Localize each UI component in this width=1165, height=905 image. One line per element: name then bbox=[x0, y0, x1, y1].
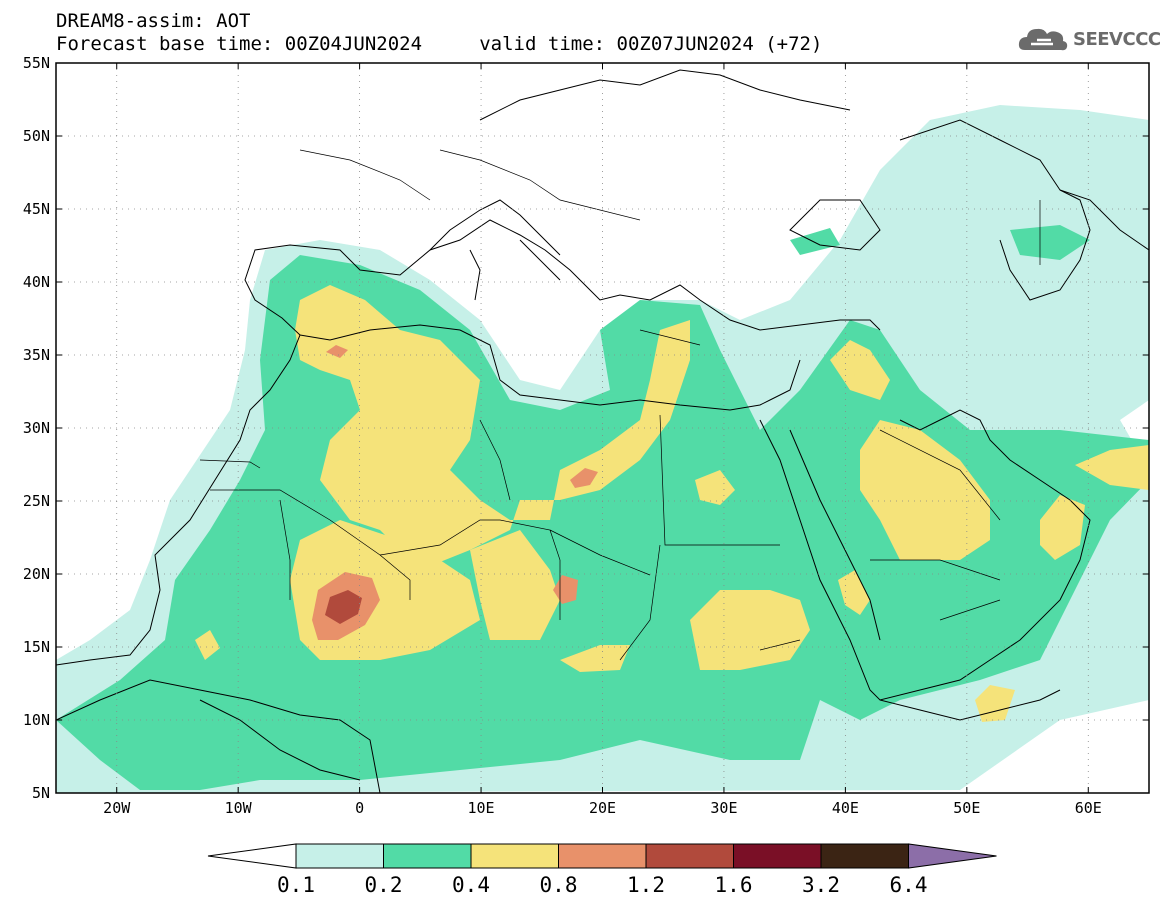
colorbar-label: 1.6 bbox=[715, 873, 753, 897]
country-borders bbox=[199, 149, 1041, 661]
lat-label: 35N bbox=[23, 346, 50, 364]
colorbar-over-arrow bbox=[908, 843, 997, 869]
colorbar-bin bbox=[820, 843, 909, 869]
colorbar-label: 6.4 bbox=[890, 873, 928, 897]
colorbar-label: 0.1 bbox=[277, 873, 315, 897]
lon-label: 30E bbox=[710, 799, 737, 817]
lat-label: 55N bbox=[23, 54, 50, 72]
aot-band-0.4-horn bbox=[975, 685, 1015, 722]
aot-band-0.1-caspian bbox=[1000, 160, 1149, 290]
lon-label: 10W bbox=[225, 799, 253, 817]
colorbar-label: 1.2 bbox=[627, 873, 665, 897]
aot-band-0.4-egypt bbox=[695, 470, 735, 505]
map-grid bbox=[56, 63, 1149, 793]
colorbar: 0.1 0.2 0.4 0.8 1.2 1.6 3.2 6.4 bbox=[207, 843, 997, 897]
aot-band-0.4-gulf-east bbox=[1075, 445, 1149, 490]
lat-label: 25N bbox=[23, 492, 50, 510]
aot-band-0.4-west bbox=[295, 285, 690, 570]
aot-band-0.2-caucasus bbox=[790, 225, 1090, 260]
forecast-time-subtitle: Forecast base time: 00Z04JUN2024 valid t… bbox=[56, 33, 823, 55]
colorbar-bin bbox=[645, 843, 734, 869]
colorbar-bin bbox=[470, 843, 559, 869]
logo-text: SEEVCCC bbox=[1073, 28, 1161, 50]
longitude-labels: 20W 10W 0 10E 20E 30E 40E 50E 60E bbox=[103, 799, 1102, 817]
lon-label: 0 bbox=[355, 799, 364, 817]
lon-label: 10E bbox=[468, 799, 495, 817]
lat-label: 20N bbox=[23, 565, 50, 583]
aot-band-0.4-iraq bbox=[830, 340, 890, 400]
lon-label: 20E bbox=[589, 799, 616, 817]
aot-band-0.4-oman bbox=[1040, 495, 1085, 560]
aot-band-0.8-algeria bbox=[326, 345, 348, 358]
lat-label: 15N bbox=[23, 638, 50, 656]
colorbar-label: 0.2 bbox=[365, 873, 403, 897]
lon-label: 40E bbox=[832, 799, 859, 817]
colorbar-label: 0.8 bbox=[540, 873, 578, 897]
lon-label: 20W bbox=[103, 799, 131, 817]
map-title: DREAM8-assim: AOT bbox=[56, 10, 251, 32]
aot-band-0.4-sudan bbox=[690, 590, 810, 670]
lat-label: 45N bbox=[23, 200, 50, 218]
aot-band-0.4-arabia bbox=[860, 420, 990, 560]
colorbar-under-arrow bbox=[207, 843, 297, 869]
aot-field bbox=[56, 105, 1149, 793]
latitude-labels: 55N 50N 45N 40N 35N 30N 25N 20N 15N 10N 5N bbox=[23, 54, 50, 802]
lon-label: 50E bbox=[953, 799, 980, 817]
lat-label: 10N bbox=[23, 711, 50, 729]
aot-band-0.8-libya bbox=[570, 468, 598, 488]
tick-marks bbox=[56, 62, 1149, 794]
aot-band-0.4-guinea bbox=[195, 630, 220, 660]
seevccc-logo: SEEVCCC bbox=[1017, 22, 1161, 56]
lat-label: 5N bbox=[32, 784, 50, 802]
colorbar-label: 3.2 bbox=[802, 873, 840, 897]
lat-label: 30N bbox=[23, 419, 50, 437]
colorbar-bin bbox=[383, 843, 472, 869]
colorbar-bin bbox=[295, 843, 384, 869]
lat-label: 50N bbox=[23, 127, 50, 145]
lon-label: 60E bbox=[1075, 799, 1102, 817]
cloud-icon bbox=[1018, 28, 1068, 51]
aot-band-0.8-niger bbox=[553, 575, 578, 604]
aot-band-1.2-mali-core bbox=[325, 590, 362, 624]
aot-band-0.4-red-sea bbox=[838, 570, 870, 615]
lat-label: 40N bbox=[23, 273, 50, 291]
aot-band-0.4-niger bbox=[470, 530, 560, 640]
colorbar-bin bbox=[558, 843, 647, 869]
aot-band-0.4-chad bbox=[560, 645, 630, 672]
colorbar-bin bbox=[733, 843, 822, 869]
colorbar-label: 0.4 bbox=[452, 873, 490, 897]
